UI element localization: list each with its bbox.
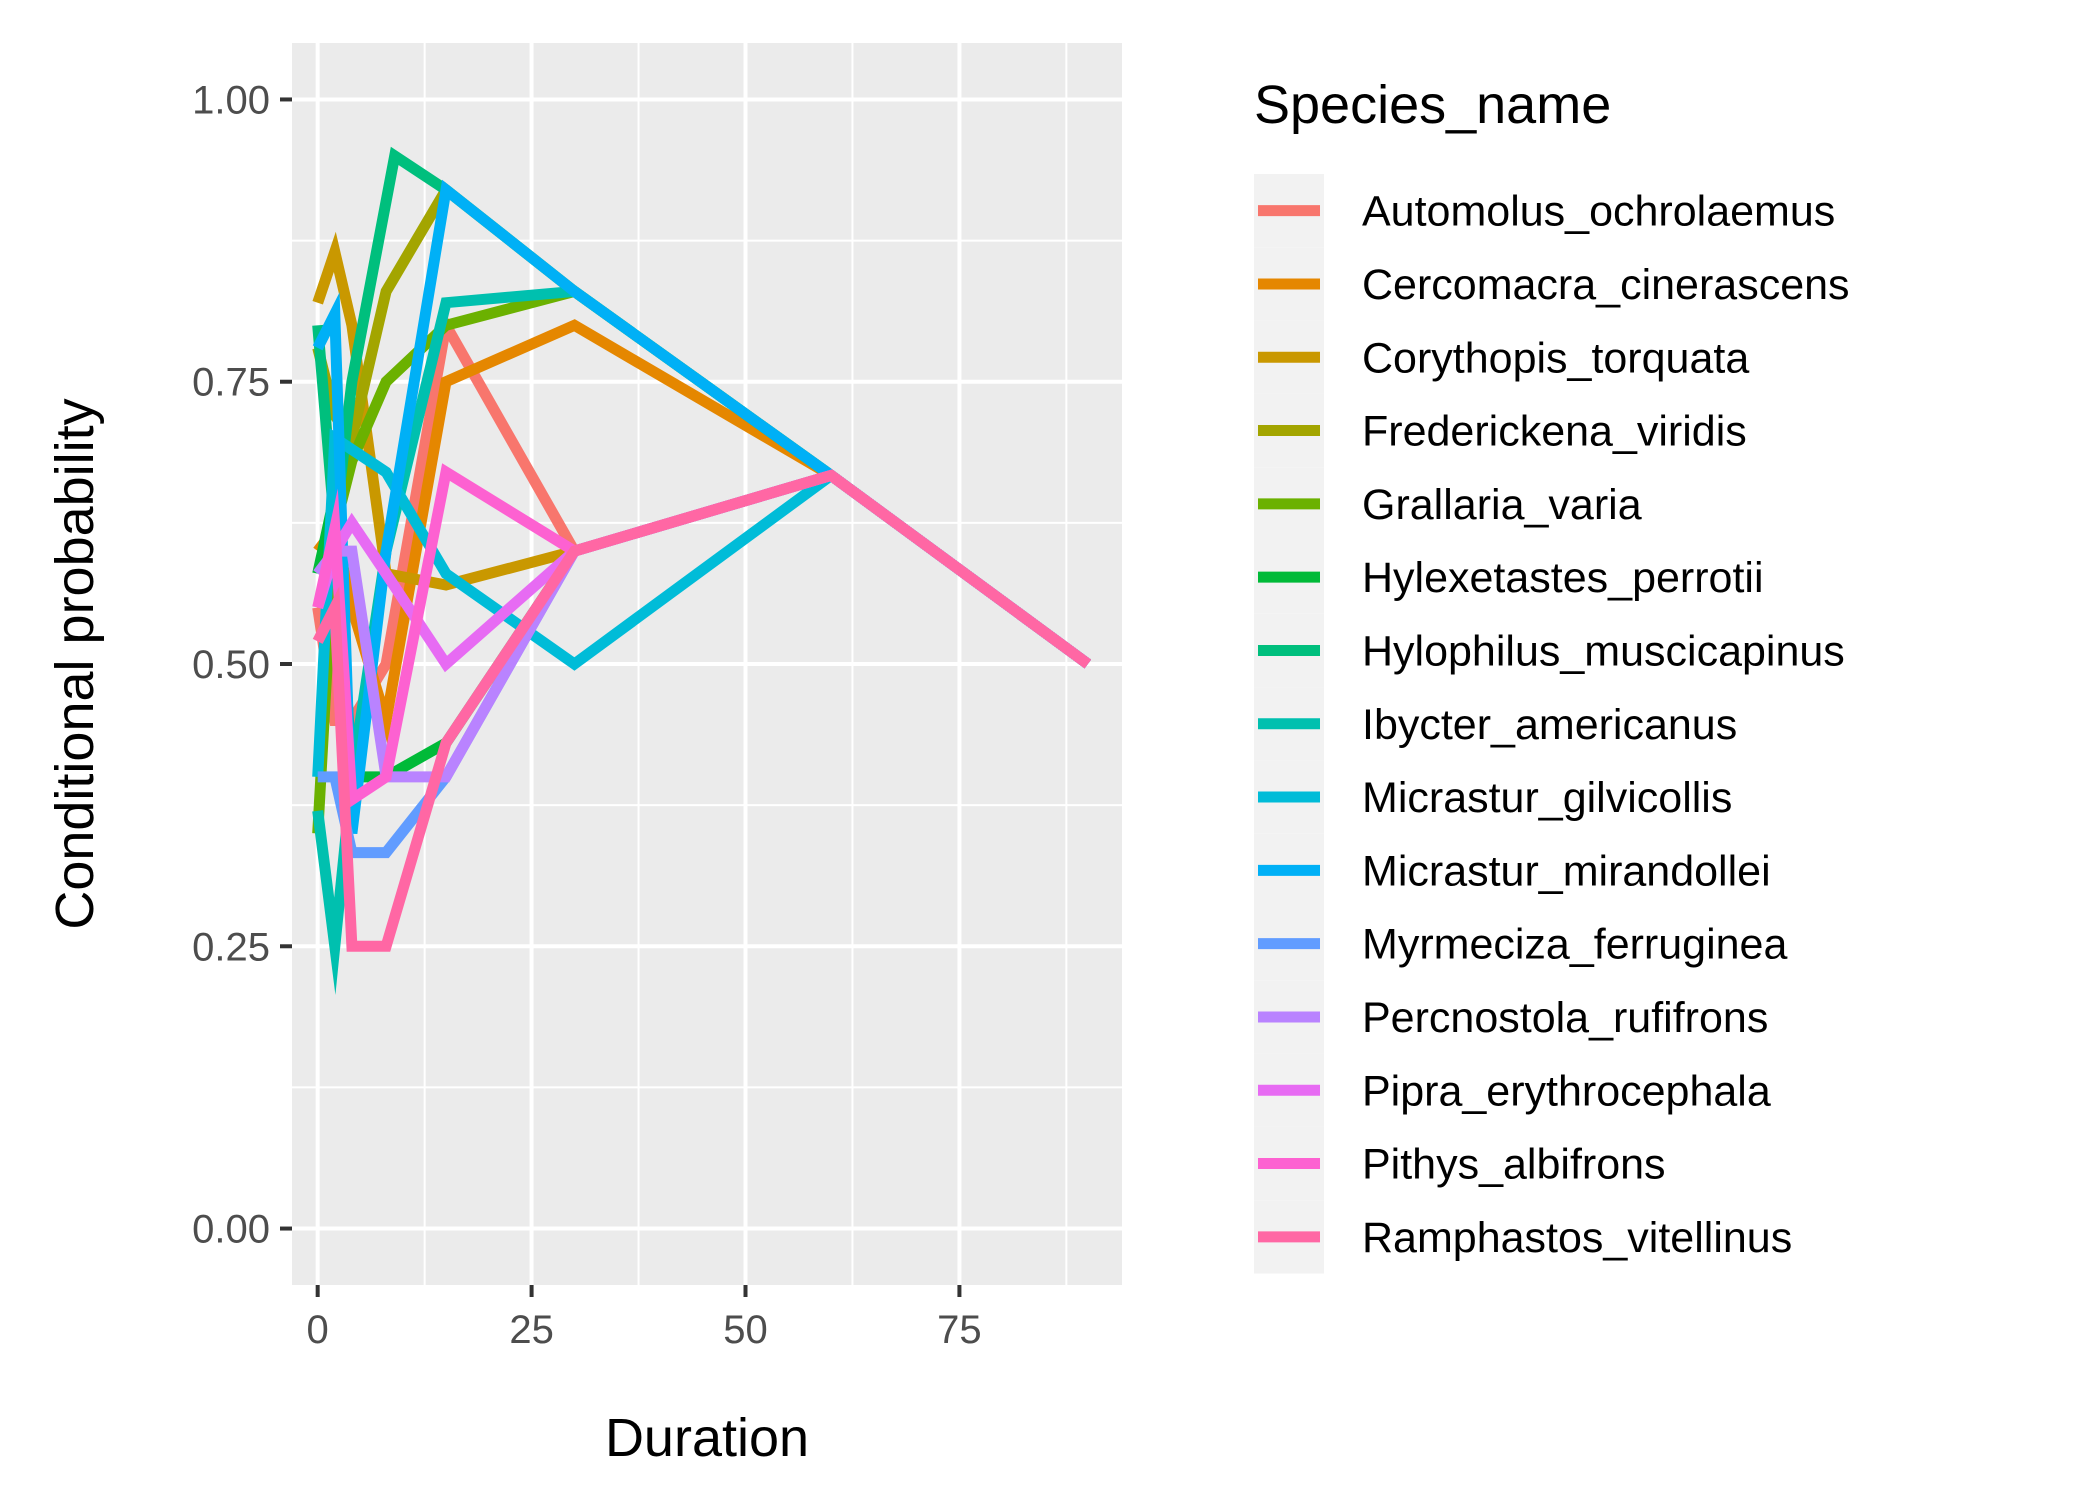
legend-label: Micrastur_mirandollei — [1362, 847, 1771, 895]
x-tick-label: 50 — [723, 1308, 768, 1352]
y-tick-label: 0.00 — [192, 1208, 270, 1252]
x-tick-label: 75 — [937, 1308, 982, 1352]
legend-label: Ramphastos_vitellinus — [1362, 1214, 1792, 1262]
y-tick-label: 0.75 — [192, 361, 270, 405]
series-line — [312, 469, 1092, 952]
legend-label: Ibycter_americanus — [1362, 701, 1737, 749]
series-line — [312, 179, 1092, 835]
legend-label: Automolus_ochrolaemus — [1362, 188, 1835, 236]
x-tick-label: 0 — [307, 1308, 329, 1352]
legend-label: Pithys_albifrons — [1362, 1141, 1666, 1189]
legend-label: Cercomacra_cinerascens — [1362, 261, 1850, 309]
legend-label: Myrmeciza_ferruginea — [1362, 921, 1787, 969]
y-axis: 0.00 0.25 0.50 0.75 1.00 — [192, 78, 292, 1252]
x-axis: 0 25 50 75 — [307, 1285, 982, 1352]
y-tick-label: 1.00 — [192, 78, 270, 122]
legend-label: Pipra_erythrocephala — [1362, 1067, 1771, 1115]
y-tick-label: 0.25 — [192, 925, 270, 969]
legend-label: Frederickena_viridis — [1362, 408, 1747, 456]
legend-label: Hylexetastes_perrotii — [1362, 554, 1764, 602]
series-lines — [312, 146, 1092, 996]
legend-label: Percnostola_rufifrons — [1362, 994, 1768, 1042]
legend-title: Species_name — [1254, 75, 1611, 135]
y-tick-label: 0.50 — [192, 643, 270, 687]
x-axis-title: Duration — [605, 1408, 809, 1468]
legend-label: Micrastur_gilvicollis — [1362, 774, 1732, 822]
y-axis-title: Conditional probability — [45, 398, 105, 929]
legend-label: Corythopis_torquata — [1362, 334, 1749, 382]
legend: Species_name Automolus_ochrolaemus Cercom… — [1254, 75, 1850, 1274]
legend-label: Grallaria_varia — [1362, 481, 1642, 529]
x-tick-label: 25 — [509, 1308, 554, 1352]
legend-label: Hylophilus_muscicapinus — [1362, 627, 1845, 675]
